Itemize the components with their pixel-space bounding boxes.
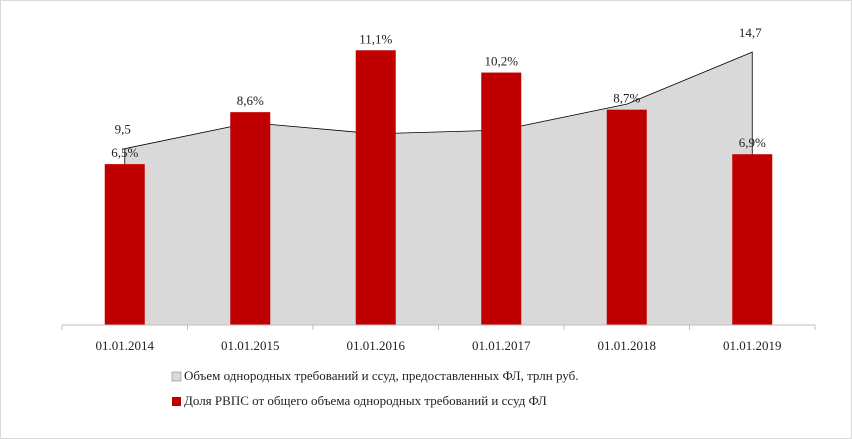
legend-label: Доля РВПС от общего объема однородных тр…: [184, 393, 547, 408]
bar: [104, 164, 145, 325]
data-label: 14,7: [739, 25, 762, 40]
area-outline: [124, 51, 753, 325]
bar: [606, 109, 647, 325]
bar: [230, 112, 271, 326]
bar: [481, 72, 522, 325]
data-label: 11,1%: [359, 31, 392, 46]
legend-swatch: [172, 397, 181, 406]
bar: [355, 50, 396, 326]
x-tick-label: 01.01.2019: [723, 338, 782, 353]
x-tick-label: 01.01.2017: [472, 338, 531, 353]
bar: [732, 154, 773, 325]
legend-label: Объем однородных требований и ссуд, пред…: [184, 368, 578, 383]
x-tick-label: 01.01.2015: [221, 338, 280, 353]
data-label: 9,5: [115, 122, 131, 137]
legend-swatch: [171, 371, 182, 382]
data-label: 8,6%: [237, 93, 264, 108]
data-label: 10,2%: [484, 54, 518, 69]
data-label: 8,7%: [613, 91, 640, 106]
area: [124, 52, 753, 325]
x-tick-label: 01.01.2014: [96, 338, 155, 353]
data-label: 6,5%: [111, 145, 138, 160]
x-tick-label: 01.01.2016: [347, 338, 406, 353]
x-tick-label: 01.01.2018: [598, 338, 657, 353]
data-label: 6,9%: [739, 135, 766, 150]
